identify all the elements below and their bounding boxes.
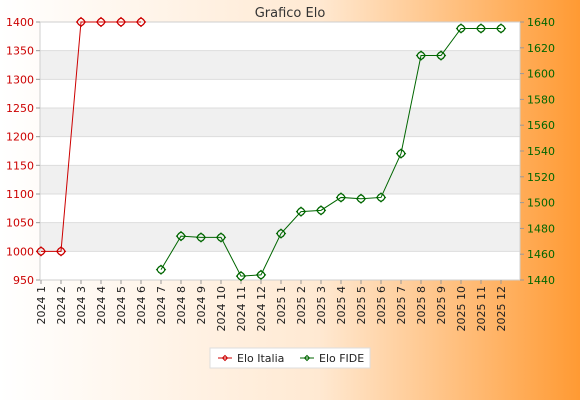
data-point-ring-elo-fide [496, 24, 506, 33]
x-tick-label: 2024 9 [195, 286, 208, 325]
x-tick-label: 2025 8 [415, 286, 428, 325]
data-point-ring-elo-fide [456, 24, 466, 33]
x-tick-label: 2024 3 [75, 286, 88, 325]
x-tick-label: 2025 12 [495, 286, 508, 332]
data-point-ring-elo-fide [316, 206, 326, 215]
x-tick-label: 2025 3 [315, 286, 328, 325]
right-tick-label: 1480 [527, 222, 555, 235]
x-tick-label: 2025 2 [295, 286, 308, 325]
data-point-ring-elo-fide [196, 233, 206, 242]
left-tick-label: 1000 [6, 245, 34, 258]
data-point-ring-elo-fide [416, 51, 426, 60]
left-tick-label: 950 [13, 274, 34, 287]
data-point-ring-elo-fide [256, 270, 266, 279]
right-tick-label: 1520 [527, 171, 555, 184]
data-point-ring-elo-fide [156, 265, 166, 274]
x-tick-label: 2025 7 [395, 286, 408, 325]
data-point-ring-elo-fide [276, 229, 286, 238]
data-point-ring-elo-italia [56, 247, 66, 256]
left-tick-label: 1350 [6, 45, 34, 58]
right-tick-label: 1600 [527, 68, 555, 81]
data-point-ring-elo-fide [436, 51, 446, 60]
legend-label-elo-italia: Elo Italia [237, 352, 284, 365]
legend-marker-elo-italia [221, 354, 229, 362]
x-tick-label: 2024 10 [215, 286, 228, 332]
data-point-ring-elo-fide [396, 149, 406, 158]
chart-title: Grafico Elo [255, 6, 326, 21]
x-tick-label: 2024 2 [55, 286, 68, 325]
left-tick-label: 1400 [6, 16, 34, 29]
x-tick-label: 2025 11 [475, 286, 488, 332]
data-point-ring-elo-fide [296, 207, 306, 216]
left-tick-label: 1250 [6, 102, 34, 115]
left-tick-label: 1050 [6, 217, 34, 230]
left-tick-label: 1150 [6, 159, 34, 172]
left-tick-label: 1100 [6, 188, 34, 201]
right-tick-label: 1440 [527, 274, 555, 287]
data-point-ring-elo-fide [356, 194, 366, 203]
right-tick-label: 1580 [527, 93, 555, 106]
data-point-ring-elo-fide [176, 232, 186, 241]
x-tick-label: 2024 8 [175, 286, 188, 325]
x-tick-label: 2024 5 [115, 286, 128, 325]
legend-box [209, 347, 371, 369]
data-point-ring-elo-italia [116, 17, 126, 27]
grid-band [40, 108, 520, 137]
x-tick-label: 2024 6 [135, 286, 148, 325]
grid-band [40, 50, 520, 80]
data-point-ring-elo-fide [476, 24, 486, 33]
data-point-ring-elo-fide [336, 193, 346, 202]
left-tick-label: 1200 [6, 131, 34, 144]
x-tick-label: 2025 6 [375, 286, 388, 325]
data-point-ring-elo-fide [216, 233, 226, 242]
grid-band [40, 165, 520, 194]
legend-label-elo-fide: Elo FIDE [319, 352, 364, 365]
x-tick-label: 2025 1 [275, 286, 288, 325]
right-tick-label: 1640 [527, 16, 555, 29]
data-point-ring-elo-fide [376, 193, 386, 202]
data-point-ring-elo-italia [96, 17, 106, 27]
data-point-ring-elo-italia [36, 247, 46, 256]
x-tick-label: 2025 5 [355, 286, 368, 325]
x-tick-label: 2024 11 [235, 286, 248, 332]
left-tick-label: 1300 [6, 73, 34, 86]
right-tick-label: 1460 [527, 248, 555, 261]
data-point-ring-elo-italia [76, 17, 86, 27]
x-tick-label: 2024 4 [95, 286, 108, 325]
legend-marker-elo-fide [303, 354, 311, 362]
x-tick-label: 2025 10 [455, 286, 468, 332]
x-tick-label: 2025 9 [435, 286, 448, 325]
right-tick-label: 1560 [527, 119, 555, 132]
right-tick-label: 1620 [527, 42, 555, 55]
x-tick-label: 2024 1 [35, 286, 48, 325]
x-tick-label: 2024 12 [255, 286, 268, 332]
data-point-ring-elo-fide [236, 272, 246, 281]
right-tick-label: 1540 [527, 145, 555, 158]
x-tick-label: 2025 4 [335, 286, 348, 325]
data-point-ring-elo-italia [136, 17, 146, 27]
x-tick-label: 2024 7 [155, 286, 168, 325]
right-tick-label: 1500 [527, 197, 555, 210]
